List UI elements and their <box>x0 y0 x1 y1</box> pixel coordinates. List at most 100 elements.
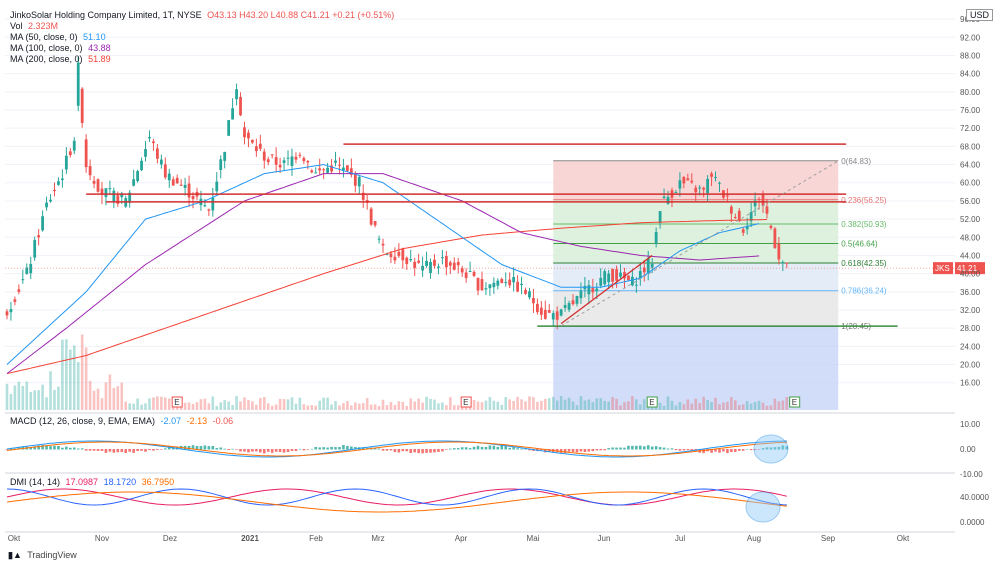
macd-histogram-bar <box>741 449 745 451</box>
candle <box>433 254 436 269</box>
volume-bar <box>314 405 318 410</box>
macd-histogram-bar <box>516 448 519 450</box>
candle <box>516 275 520 293</box>
macd-histogram-bar <box>330 446 333 450</box>
volume-bar <box>449 397 452 410</box>
candle-body <box>448 262 452 266</box>
candle-body <box>535 303 539 313</box>
candle <box>706 175 710 202</box>
candle <box>694 185 698 202</box>
volume-bar <box>219 402 223 410</box>
macd-histogram-bar <box>642 446 646 450</box>
candle-body <box>250 139 254 143</box>
ma100-legend[interactable]: MA (100, close, 0) 43.88 <box>10 43 114 54</box>
volume-bar <box>148 398 151 410</box>
candle-body <box>662 196 666 199</box>
dmi-axis-label: 40.0000 <box>960 493 989 502</box>
candle <box>484 282 488 295</box>
candle-body <box>686 178 690 181</box>
macd-histogram-bar <box>108 449 112 452</box>
candle-body <box>654 232 658 244</box>
volume-bar <box>575 405 579 410</box>
macd-histogram-bar <box>737 449 741 451</box>
macd-histogram-bar <box>235 449 238 450</box>
macd-histogram-bar <box>286 449 290 452</box>
candle <box>334 151 337 167</box>
footer-brand[interactable]: ▮▲ TradingView <box>8 550 77 561</box>
ma200-line <box>6 219 768 375</box>
candle <box>361 184 365 208</box>
volume-bar <box>80 334 84 410</box>
currency-badge[interactable]: USD <box>966 9 994 21</box>
volume-bar <box>781 400 785 410</box>
volume-bar <box>369 404 373 410</box>
volume-bar <box>108 374 112 410</box>
candle-body <box>397 251 401 256</box>
dmi-legend[interactable]: DMI (14, 14) 17.0987 18.1720 36.7950 <box>10 477 177 488</box>
macd-histogram-bar <box>243 449 246 452</box>
candle-body <box>508 279 512 286</box>
candle-body <box>733 217 737 219</box>
candle-body <box>389 253 393 258</box>
volume-bar <box>710 402 713 410</box>
volume-bar <box>524 401 527 410</box>
volume-bar <box>132 403 135 410</box>
volume-bar <box>96 388 100 410</box>
macd-value-2: -2.13 <box>186 416 208 426</box>
macd-histogram-bar <box>528 449 531 451</box>
candle <box>163 157 167 180</box>
price-axis-label: 40.00 <box>960 270 981 279</box>
candle <box>104 188 108 206</box>
macd-histogram-bar <box>33 446 36 450</box>
ma200-legend[interactable]: MA (200, close, 0) 51.89 <box>10 54 114 65</box>
macd-histogram-bar <box>342 445 345 450</box>
candle-body <box>5 311 9 316</box>
macd-histogram-bar <box>346 446 349 450</box>
candle-body <box>460 268 464 273</box>
macd-legend[interactable]: MACD (12, 26, close, 9, EMA, EMA) -2.07 … <box>10 416 236 427</box>
macd-histogram-bar <box>449 448 452 450</box>
macd-histogram-bar <box>757 449 761 450</box>
candle-body <box>698 187 702 189</box>
ma50-legend[interactable]: MA (50, close, 0) 51.10 <box>10 32 109 43</box>
macd-histogram-bar <box>302 449 306 451</box>
macd-histogram-bar <box>152 449 155 451</box>
candle <box>678 172 682 197</box>
macd-histogram-bar <box>282 449 286 453</box>
macd-histogram-bar <box>540 449 543 451</box>
candle-body <box>112 190 116 203</box>
volume-bar <box>322 397 325 410</box>
candle <box>619 264 622 280</box>
fib-level-label: 0.5(46.64) <box>841 239 878 248</box>
macd-histogram-bar <box>21 446 25 450</box>
symbol-title[interactable]: JinkoSolar Holding Company Limited, 1T, … <box>10 10 202 20</box>
candle-body <box>595 288 599 292</box>
candle <box>314 167 318 174</box>
candle <box>401 247 405 269</box>
candle-body <box>37 235 41 238</box>
candle <box>413 257 417 276</box>
macd-histogram-bar <box>769 447 773 450</box>
ma200-value: 51.89 <box>88 54 111 64</box>
fib-band <box>553 290 839 327</box>
volume-bar <box>433 399 436 410</box>
volume-bar <box>334 401 337 410</box>
candle-body <box>781 262 785 264</box>
candle <box>773 227 777 250</box>
candle-body <box>520 283 523 286</box>
candle <box>179 179 183 186</box>
ohlc-values: O43.13 H43.20 L40.88 C41.21 +0.21 (+0.51… <box>207 10 395 20</box>
volume-bar <box>306 405 310 410</box>
volume-bar <box>211 396 215 410</box>
candle-body <box>96 179 100 192</box>
volume-bar <box>294 403 298 410</box>
volume-bar <box>354 402 357 410</box>
candle-body <box>603 271 607 285</box>
macd-histogram-bar <box>520 448 523 450</box>
volume-bar <box>84 347 88 410</box>
candle <box>80 87 84 128</box>
volume-bar <box>183 402 187 410</box>
candle <box>128 190 132 208</box>
candle <box>278 157 282 173</box>
